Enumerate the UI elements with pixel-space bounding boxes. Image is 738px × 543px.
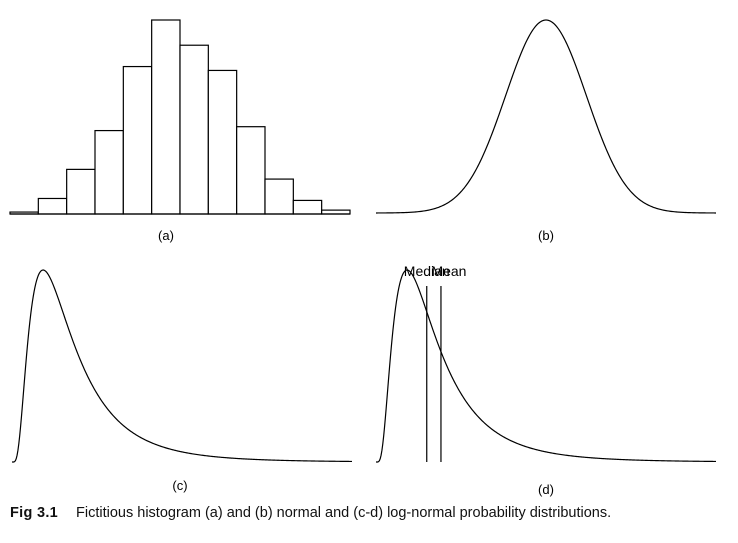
median-label: Median (404, 263, 450, 279)
histogram-bar (264, 178, 294, 215)
histogram-bar (292, 199, 323, 215)
normal-curve (376, 19, 716, 214)
panel-b-label: (b) (538, 228, 554, 243)
panel-c-lognormal: (c) (12, 269, 353, 493)
histogram-bar (37, 197, 68, 215)
lognormal-curve (12, 269, 353, 463)
panel-c-label: (c) (172, 478, 187, 493)
histogram-bar (179, 44, 209, 215)
histogram-bar (122, 65, 153, 215)
histogram-bar (94, 129, 124, 215)
panel-a-label: (a) (158, 228, 174, 243)
lognormal-curve-annotated (376, 269, 717, 463)
caption-text: Fictitious histogram (a) and (b) normal … (76, 505, 612, 521)
panel-a-histogram: (a) (9, 19, 351, 243)
histogram-bar (66, 168, 96, 215)
mean-label: Mean (431, 263, 466, 279)
caption-number: Fig 3.1 (10, 505, 59, 521)
panel-d-lognormal: Median Mean (d) (376, 263, 717, 497)
histogram-bar (207, 69, 238, 215)
histogram-bar (236, 126, 266, 215)
figure-caption: Fig 3.1 Fictitious histogram (a) and (b) … (10, 505, 738, 521)
panel-d-label: (d) (538, 482, 554, 497)
histogram-bar (151, 19, 181, 215)
panel-b-normal: (b) (376, 19, 716, 243)
histogram-bars (9, 19, 351, 215)
